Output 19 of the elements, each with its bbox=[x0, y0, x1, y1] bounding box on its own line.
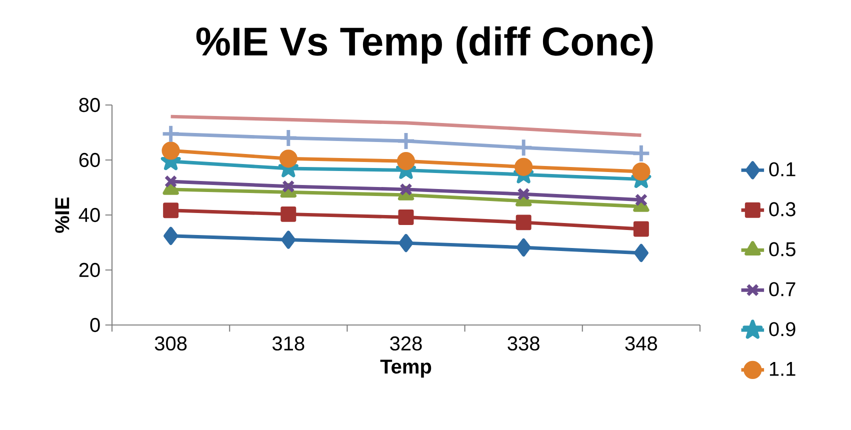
y-tick-label: 60 bbox=[79, 152, 100, 168]
x-tick-label: 338 bbox=[508, 336, 540, 351]
legend-label: 0.1 bbox=[769, 162, 796, 176]
legend-label: 1.1 bbox=[770, 362, 796, 376]
legend-label: 0.5 bbox=[769, 242, 796, 256]
legend-label: 0.9 bbox=[769, 322, 796, 336]
x-tick-label: 328 bbox=[390, 336, 422, 351]
y-tick-label: 0 bbox=[90, 318, 100, 332]
x-tick-label: 308 bbox=[154, 336, 187, 351]
legend-label: 0.3 bbox=[769, 202, 796, 216]
y-tick-label: 20 bbox=[79, 262, 100, 278]
x-tick-label: 348 bbox=[625, 336, 657, 351]
y-axis-title: %IE bbox=[55, 197, 70, 233]
legend-label: 0.7 bbox=[769, 282, 796, 296]
y-tick-label: 80 bbox=[79, 98, 100, 112]
x-tick-label: 318 bbox=[272, 336, 304, 351]
x-axis-title: Temp bbox=[380, 360, 432, 378]
y-tick-label: 40 bbox=[78, 208, 100, 222]
chart-title: %IE Vs Temp (diff Conc) bbox=[196, 26, 653, 64]
